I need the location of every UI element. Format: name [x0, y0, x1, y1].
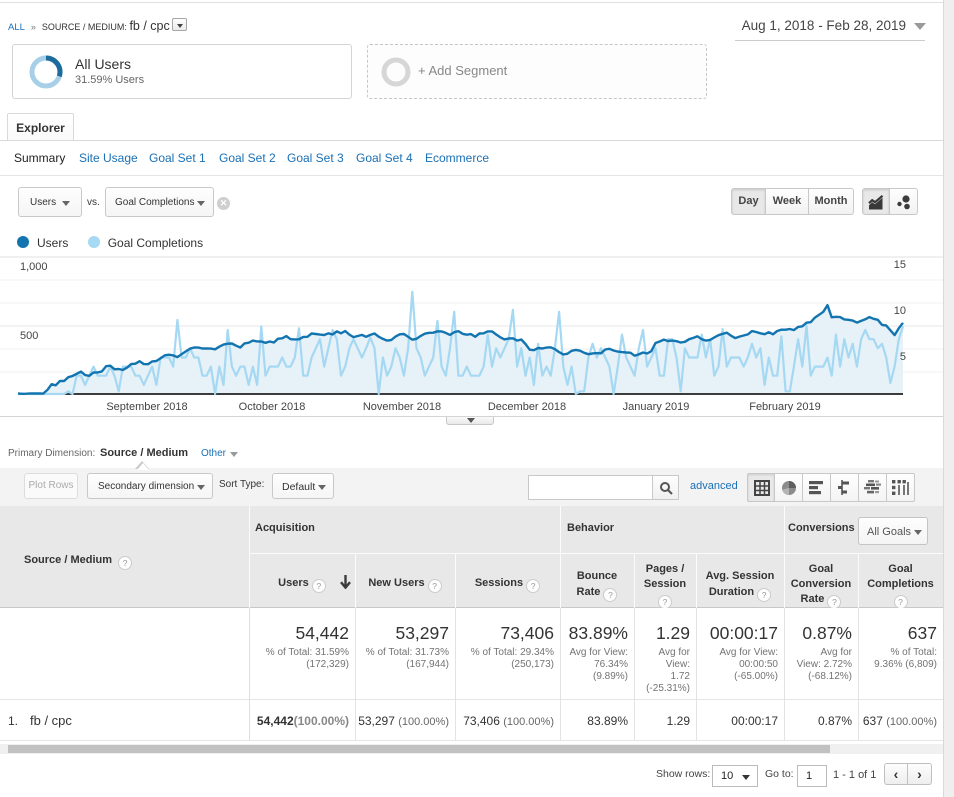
svg-text:5: 5 — [900, 351, 906, 363]
svg-text:15: 15 — [894, 259, 906, 271]
svg-text:10: 10 — [894, 305, 906, 317]
svg-text:February 2019: February 2019 — [749, 401, 821, 413]
svg-text:November 2018: November 2018 — [363, 401, 441, 413]
svg-text:January 2019: January 2019 — [623, 401, 690, 413]
svg-text:October 2018: October 2018 — [239, 401, 306, 413]
svg-text:1,000: 1,000 — [20, 261, 48, 273]
svg-text:500: 500 — [20, 330, 38, 342]
svg-text:December 2018: December 2018 — [488, 401, 566, 413]
svg-text:September 2018: September 2018 — [106, 401, 187, 413]
